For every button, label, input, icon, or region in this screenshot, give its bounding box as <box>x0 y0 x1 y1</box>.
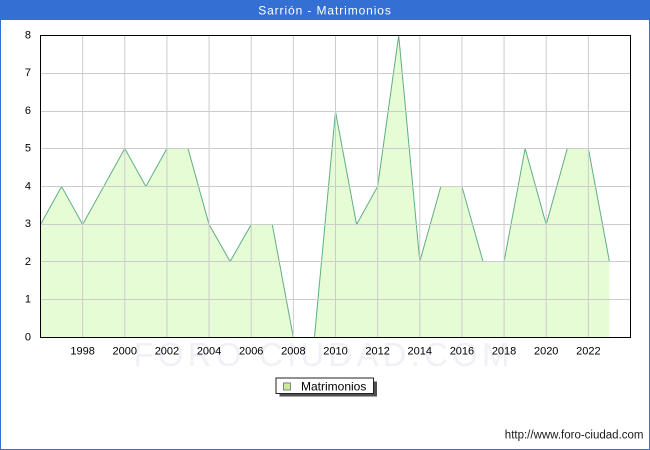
svg-text:FORO CIUDAD.COM: FORO CIUDAD.COM <box>134 336 514 373</box>
svg-text:2: 2 <box>25 256 31 268</box>
svg-text:Matrimonios: Matrimonios <box>301 380 366 394</box>
svg-text:4: 4 <box>25 180 31 192</box>
svg-text:2022: 2022 <box>576 346 600 358</box>
svg-text:1: 1 <box>25 294 31 306</box>
svg-text:2010: 2010 <box>323 346 347 358</box>
svg-text:2004: 2004 <box>197 346 221 358</box>
svg-text:7: 7 <box>25 67 31 79</box>
svg-text:8: 8 <box>25 29 31 41</box>
svg-text:2018: 2018 <box>492 346 516 358</box>
svg-text:Sarrión - Matrimonios: Sarrión - Matrimonios <box>258 4 392 18</box>
svg-text:2014: 2014 <box>408 346 432 358</box>
svg-text:3: 3 <box>25 218 31 230</box>
svg-text:1998: 1998 <box>70 346 94 358</box>
svg-text:6: 6 <box>25 105 31 117</box>
svg-text:2000: 2000 <box>113 346 137 358</box>
svg-text:2002: 2002 <box>155 346 179 358</box>
svg-text:http://www.foro-ciudad.com: http://www.foro-ciudad.com <box>505 430 644 442</box>
svg-text:5: 5 <box>25 143 31 155</box>
svg-text:2012: 2012 <box>365 346 389 358</box>
svg-text:2006: 2006 <box>239 346 263 358</box>
svg-text:2020: 2020 <box>534 346 558 358</box>
svg-text:2008: 2008 <box>281 346 305 358</box>
svg-text:0: 0 <box>25 331 31 343</box>
svg-text:2016: 2016 <box>450 346 474 358</box>
